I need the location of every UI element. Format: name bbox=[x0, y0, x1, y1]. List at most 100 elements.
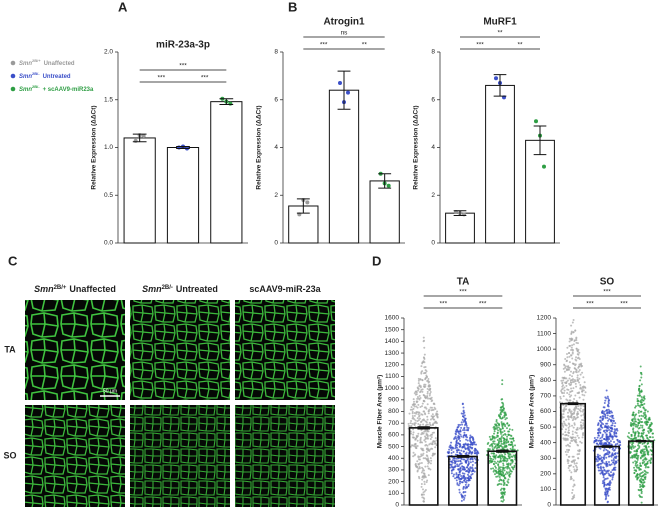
swarm-dot bbox=[610, 459, 613, 462]
swarm-dot bbox=[571, 348, 574, 351]
swarm-dot bbox=[566, 346, 569, 349]
swarm-dot bbox=[611, 435, 614, 438]
swarm-dot bbox=[462, 450, 465, 453]
swarm-dot bbox=[576, 426, 579, 429]
swarm-dot bbox=[425, 451, 428, 454]
swarm-dot bbox=[568, 355, 571, 358]
significance-label: *** bbox=[179, 63, 187, 70]
swarm-dot bbox=[511, 446, 514, 449]
swarm-dot bbox=[463, 414, 466, 417]
swarm-dot bbox=[421, 362, 424, 365]
swarm-dot bbox=[424, 385, 427, 388]
swarm-dot bbox=[563, 364, 566, 367]
swarm-dot bbox=[566, 450, 569, 453]
swarm-dot bbox=[417, 382, 420, 385]
swarm-dot bbox=[595, 442, 598, 445]
swarm-dot bbox=[607, 472, 610, 475]
swarm-dot bbox=[579, 384, 582, 387]
swarm-dot bbox=[506, 484, 509, 487]
swarm-dot bbox=[633, 435, 636, 438]
swarm-dot bbox=[576, 379, 579, 382]
swarm-dot bbox=[572, 371, 575, 374]
swarm-dot bbox=[464, 494, 467, 497]
swarm-dot bbox=[642, 474, 645, 477]
swarm-dot bbox=[570, 381, 573, 384]
genotype: 2B/+ bbox=[32, 58, 41, 63]
swarm-dot bbox=[646, 460, 649, 463]
legend-entry: Smn2B/+Unaffected bbox=[19, 58, 75, 67]
swarm-dot bbox=[421, 493, 424, 496]
swarm-dot bbox=[459, 433, 462, 436]
swarm-dot bbox=[455, 479, 458, 482]
swarm-dot bbox=[465, 434, 468, 437]
swarm-dot bbox=[562, 408, 565, 411]
swarm-dot bbox=[503, 414, 506, 417]
swarm-dot bbox=[616, 452, 619, 455]
y-tick-label: 500 bbox=[540, 424, 551, 431]
swarm-dot bbox=[424, 436, 427, 439]
swarm-dot bbox=[577, 356, 580, 359]
swarm-dot bbox=[459, 430, 462, 433]
swarm-dot bbox=[416, 411, 419, 414]
swarm-dot bbox=[431, 431, 434, 434]
swarm-dot bbox=[613, 466, 616, 469]
swarm-dot bbox=[612, 420, 615, 423]
swarm-dot bbox=[568, 374, 571, 377]
swarm-dot bbox=[637, 422, 640, 425]
swarm-dot bbox=[605, 433, 608, 436]
error-bar bbox=[635, 439, 647, 443]
swarm-dot bbox=[568, 366, 571, 369]
y-axis-label: Muscle Fiber Area (µm²) bbox=[377, 375, 384, 449]
data-point bbox=[346, 90, 350, 95]
swarm-dot bbox=[500, 436, 503, 439]
swarm-dot bbox=[640, 432, 643, 435]
swarm-dot bbox=[642, 478, 645, 481]
swarm-dot bbox=[511, 455, 514, 458]
swarm-dot bbox=[639, 486, 642, 489]
swarm-dot bbox=[564, 358, 567, 361]
swarm-dot bbox=[495, 475, 498, 478]
swarm-dot bbox=[496, 443, 499, 446]
swarm-dot bbox=[574, 370, 577, 373]
swarm-dot bbox=[635, 460, 638, 463]
swarm-dot bbox=[421, 478, 424, 481]
swarm-dot bbox=[504, 466, 507, 469]
swarm-dot bbox=[506, 457, 509, 460]
swarm-dot bbox=[496, 439, 499, 442]
swarm-dot bbox=[643, 481, 646, 484]
error-bar bbox=[456, 455, 470, 458]
y-tick-label: 2.0 bbox=[104, 49, 113, 56]
swarm-dot bbox=[509, 447, 512, 450]
swarm-dot bbox=[450, 460, 453, 463]
swarm-dot bbox=[582, 419, 585, 422]
error-bar bbox=[453, 210, 467, 217]
swarm-dot bbox=[460, 421, 463, 424]
swarm-dot bbox=[501, 459, 504, 462]
swarm-dot bbox=[635, 450, 638, 453]
swarm-dot bbox=[455, 446, 458, 449]
swarm-dot bbox=[430, 447, 433, 450]
swarm-dot bbox=[567, 466, 570, 469]
swarm-dot bbox=[413, 443, 416, 446]
y-tick-label: 800 bbox=[388, 408, 399, 415]
swarm-dot bbox=[648, 416, 651, 419]
swarm-dot bbox=[452, 457, 455, 460]
swarm-dot bbox=[422, 340, 425, 343]
y-tick-label: 0.0 bbox=[104, 240, 113, 247]
swarm-dot bbox=[576, 434, 579, 437]
swarm-dot bbox=[409, 430, 412, 433]
swarm-dot bbox=[636, 458, 639, 461]
swarm-dot bbox=[632, 413, 635, 416]
swarm-dot bbox=[640, 472, 643, 475]
y-tick-label: 4 bbox=[431, 144, 435, 151]
scale-bar-label: 50 µm bbox=[103, 388, 117, 394]
swarm-dot bbox=[465, 443, 468, 446]
swarm-dot bbox=[566, 379, 569, 382]
swarm-dot bbox=[576, 416, 579, 419]
swarm-dot bbox=[634, 405, 637, 408]
swarm-dot bbox=[640, 410, 643, 413]
swarm-dot bbox=[577, 457, 580, 460]
swarm-dot bbox=[463, 429, 466, 432]
swarm-dot bbox=[462, 412, 465, 415]
swarm-dot bbox=[642, 459, 645, 462]
